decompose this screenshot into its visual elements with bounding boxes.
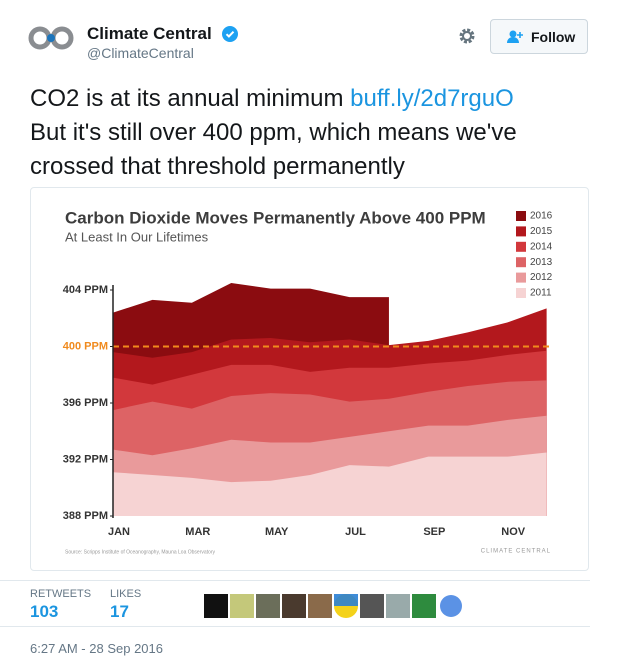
legend-label: 2014 [530,241,553,252]
user-handle[interactable]: @ClimateCentral [87,45,194,61]
y-tick-label: 400 PPM [63,340,108,352]
legend-swatch [516,211,526,221]
legend-swatch [516,272,526,283]
user-name[interactable]: Climate Central [87,24,212,43]
verified-badge [222,26,238,42]
retweets-label: RETWEETS [30,588,92,600]
logo [28,26,74,50]
legend-label: 2016 [530,211,553,222]
liker-avatars[interactable] [204,594,466,620]
legend-swatch [516,241,526,252]
tweet-text-part: CO2 is at its annual minimum [30,85,344,112]
y-tick-label: 404 PPM [63,284,108,296]
area [113,452,547,516]
legend-label: 2012 [530,272,553,283]
chart: Carbon Dioxide Moves Permanently Above 4… [63,208,553,555]
chart-title: Carbon Dioxide Moves Permanently Above 4… [65,208,486,227]
follow-icon [507,30,523,43]
retweets-count[interactable]: 103 [30,602,59,621]
settings-icon[interactable] [458,27,476,45]
y-tick-label: 396 PPM [63,397,108,409]
x-tick-label: JAN [108,526,130,538]
y-tick-label: 392 PPM [63,453,108,465]
timestamp[interactable]: 6:27 AM - 28 Sep 2016 [30,641,163,656]
x-tick-label: NOV [501,526,526,538]
x-tick-label: MAR [185,526,210,538]
tweet-link[interactable]: buff.ly/2d7rguO [350,85,514,112]
media-card[interactable] [30,187,589,571]
legend-swatch [516,226,526,237]
legend-swatch [516,257,526,268]
legend-swatch [516,288,526,298]
tweet-text-part: But it's still over 400 ppm, which means… [30,119,517,180]
likes-label: LIKES [110,588,142,600]
chart-subtitle: At Least In Our Lifetimes [65,229,209,244]
follow-label: Follow [531,29,576,45]
chart-source: Source: Scripps Institute of Oceanograph… [65,549,215,555]
legend-label: 2011 [530,288,552,299]
divider [0,626,590,627]
divider [0,580,590,581]
x-tick-label: JUL [345,526,366,538]
chart-credit: CLIMATE CENTRAL [481,549,551,555]
x-tick-label: SEP [423,526,445,538]
likes-count[interactable]: 17 [110,602,129,621]
y-tick-label: 388 PPM [63,510,108,522]
x-tick-label: MAY [265,526,289,538]
tweet-text: CO2 is at its annual minimum buff.ly/2d7… [30,82,600,184]
follow-button[interactable]: Follow [490,19,588,54]
legend-label: 2015 [530,226,553,237]
legend-label: 2013 [530,257,553,268]
